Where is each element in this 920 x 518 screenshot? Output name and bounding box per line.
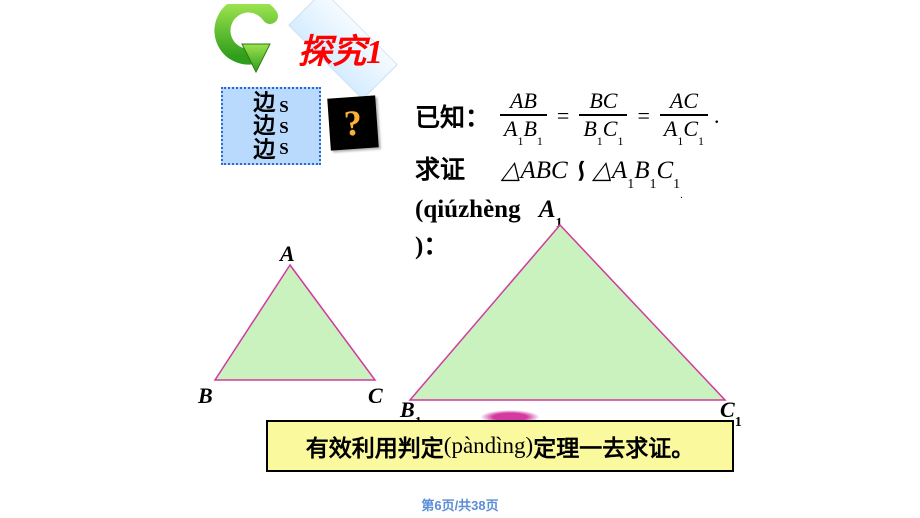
known-label: 已知： — [415, 98, 490, 134]
theorem-post: 定理一去求证。 — [533, 429, 694, 463]
title-block: 探究1 — [268, 10, 438, 80]
label-C: C — [368, 383, 383, 409]
sss-cn-2: 边 — [253, 114, 275, 137]
sss-letters: S S S — [279, 96, 288, 160]
sss-box: 边 边 边 S S S — [221, 87, 321, 165]
theorem-pre: 有效利用判定 — [306, 429, 444, 463]
known-line: 已知： ABA1B1 = BCB1C1 = ACA1C1 . — [415, 88, 720, 145]
title-text: 探究1 — [298, 24, 383, 73]
frac-3: ACA1C1 — [660, 88, 708, 145]
sss-cn-1: 边 — [253, 91, 275, 114]
theorem-box: 有效利用判定(pàndìng)定理一去求证。 — [266, 420, 734, 472]
sss-s-3: S — [279, 138, 288, 159]
small-triangle — [215, 265, 375, 380]
sss-chinese: 边 边 边 — [253, 91, 275, 160]
frac-2: BCB1C1 — [579, 88, 627, 145]
question-mark-icon: ? — [327, 95, 379, 150]
prove-math: △ABC∽△A1B1C1. — [501, 157, 683, 184]
sss-s-2: S — [279, 117, 288, 138]
label-A: A — [280, 241, 295, 267]
theorem-pinyin: (pàndìng) — [444, 433, 533, 459]
triangle-diagram: A B C B1 C1 — [180, 205, 800, 435]
sss-cn-3: 边 — [253, 138, 275, 161]
prove-label: 求证 — [415, 157, 465, 184]
frac-1: ABA1B1 — [500, 88, 547, 145]
page-footer: 第6页/共38页 — [0, 495, 920, 514]
large-triangle — [410, 225, 725, 400]
label-B: B — [198, 383, 213, 409]
sss-s-1: S — [279, 96, 288, 117]
known-equation: ABA1B1 = BCB1C1 = ACA1C1 . — [496, 88, 720, 145]
